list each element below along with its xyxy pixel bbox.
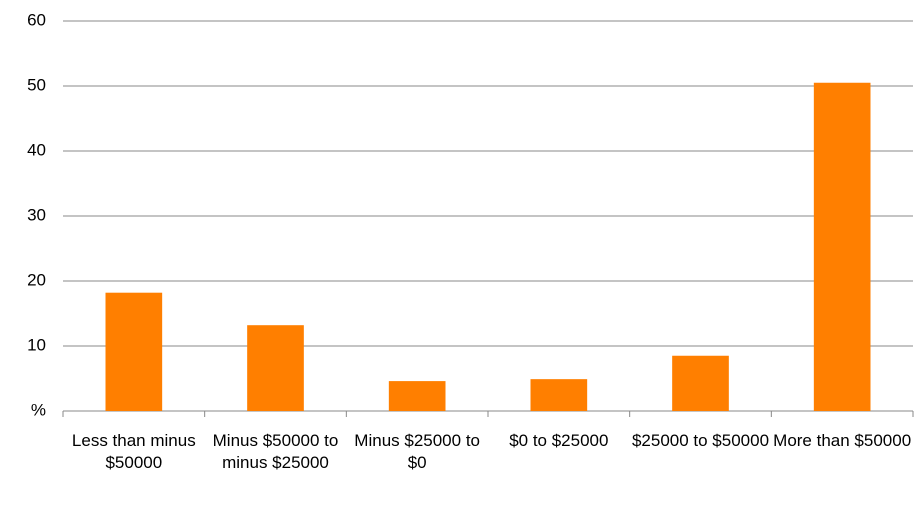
x-tick-label: More than $50000 [773,431,912,450]
bar [813,82,871,411]
x-tick-label: Minus $50000 to minus $25000 [212,431,339,472]
y-tick-label: 60 [27,10,46,29]
x-tick-label: $0 to $25000 [509,431,609,450]
x-tick-label: Minus $25000 to $0 [354,431,480,472]
y-tick-label: 40 [27,140,46,159]
y-tick-label: 20 [27,270,46,289]
x-tick-label: $25000 to $50000 [631,431,770,450]
bar [388,381,446,411]
bar [672,355,729,411]
x-tick-label: Less than minus $50000 [71,431,196,472]
y-tick-label: % [31,400,46,419]
bar [105,292,163,411]
bar [247,325,304,411]
y-tick-label: 10 [27,335,46,354]
y-tick-label: 30 [27,205,46,224]
y-tick-label: 50 [27,75,46,94]
bar [530,379,588,411]
